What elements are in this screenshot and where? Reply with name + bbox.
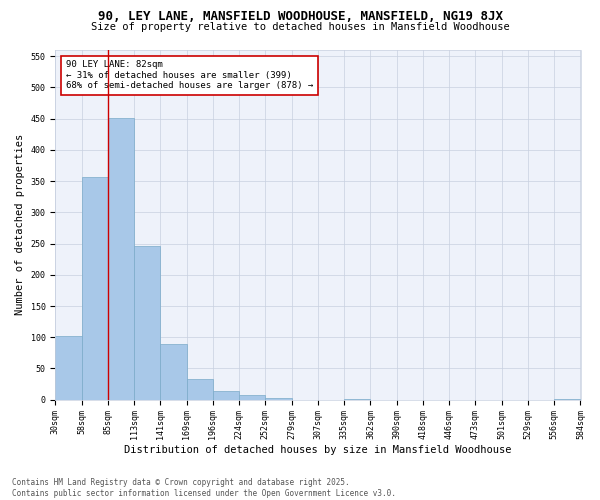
Bar xyxy=(55,336,82,400)
Text: Contains HM Land Registry data © Crown copyright and database right 2025.
Contai: Contains HM Land Registry data © Crown c… xyxy=(12,478,396,498)
Bar xyxy=(265,398,292,400)
Bar xyxy=(213,391,239,400)
Bar xyxy=(82,177,108,400)
Text: 90, LEY LANE, MANSFIELD WOODHOUSE, MANSFIELD, NG19 8JX: 90, LEY LANE, MANSFIELD WOODHOUSE, MANSF… xyxy=(97,10,503,23)
Bar xyxy=(239,396,265,400)
Y-axis label: Number of detached properties: Number of detached properties xyxy=(15,134,25,316)
Text: 90 LEY LANE: 82sqm
← 31% of detached houses are smaller (399)
68% of semi-detach: 90 LEY LANE: 82sqm ← 31% of detached hou… xyxy=(66,60,313,90)
Bar xyxy=(160,344,187,400)
Bar xyxy=(554,399,580,400)
Bar xyxy=(134,246,160,400)
X-axis label: Distribution of detached houses by size in Mansfield Woodhouse: Distribution of detached houses by size … xyxy=(124,445,512,455)
Bar xyxy=(108,118,134,400)
Bar xyxy=(344,399,370,400)
Text: Size of property relative to detached houses in Mansfield Woodhouse: Size of property relative to detached ho… xyxy=(91,22,509,32)
Bar xyxy=(187,379,213,400)
